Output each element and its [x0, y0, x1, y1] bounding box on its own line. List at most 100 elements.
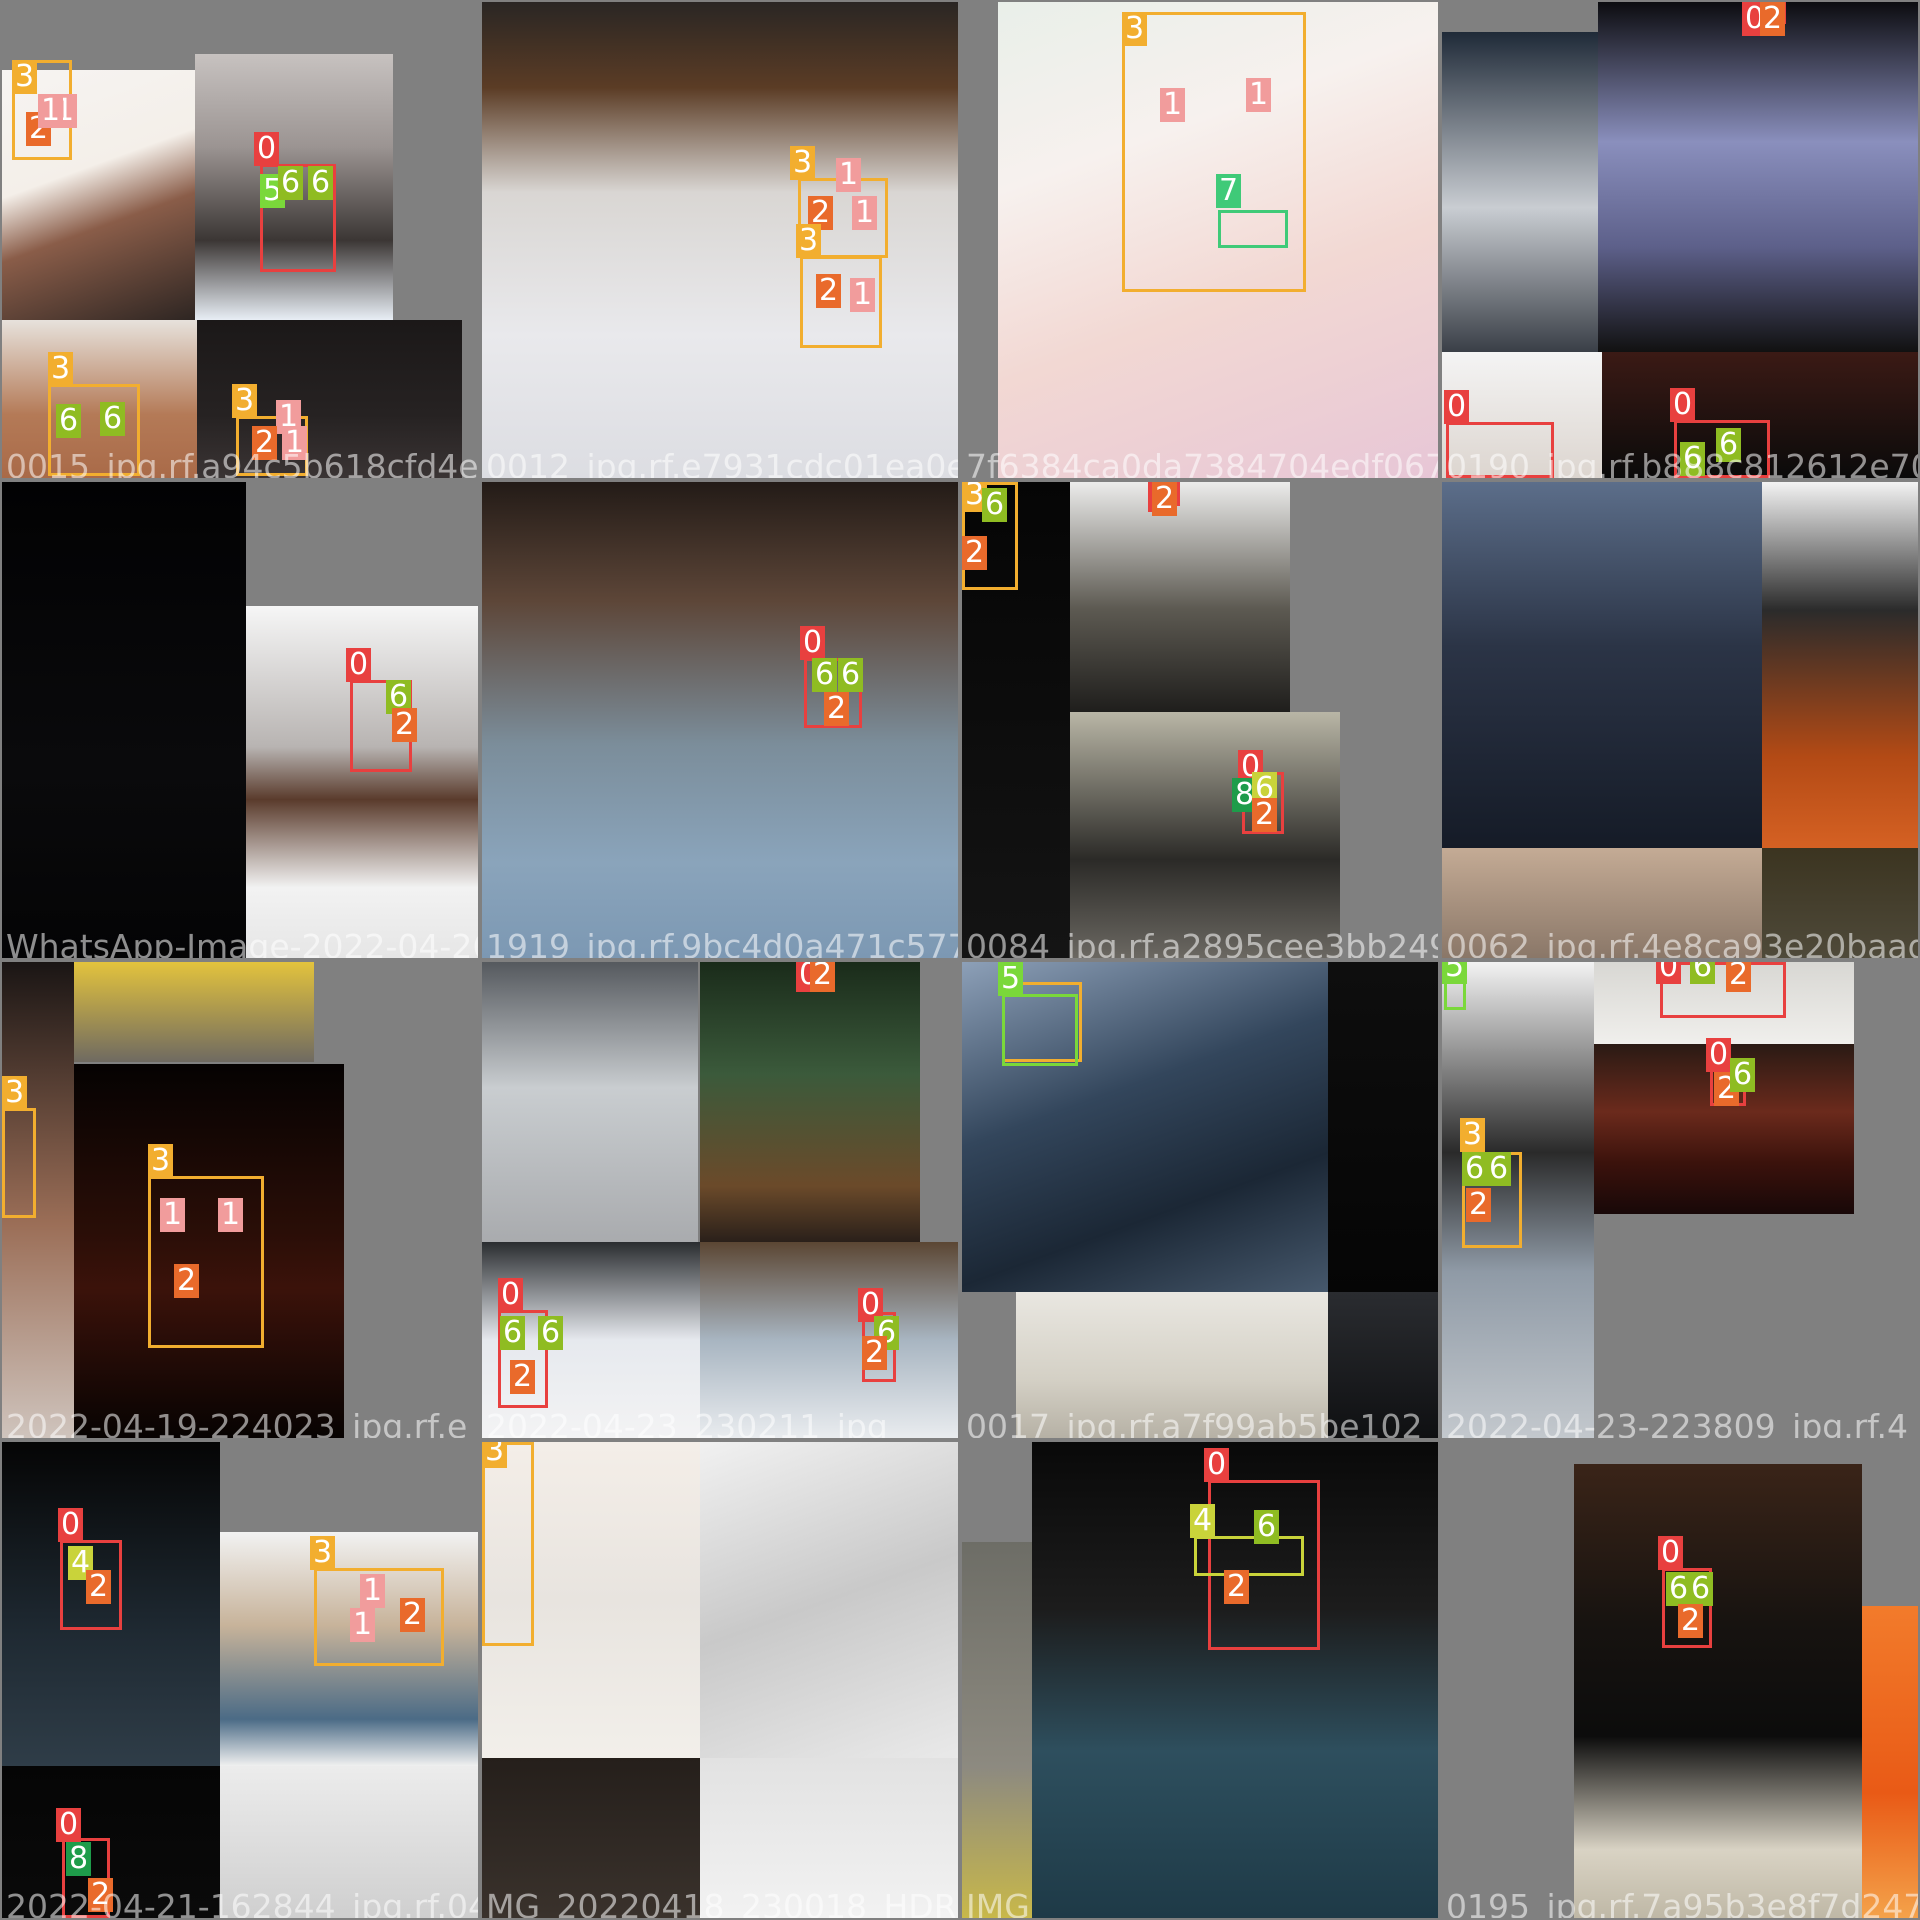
mosaic-tile: 5 0 6 2 0 2 6 3 6 6 2 2022-04-23-223809_… — [1442, 962, 1918, 1438]
image-filename: 7f6384ca0da7384704edf06727989 — [966, 447, 1438, 478]
bbox-label: 0 — [1670, 388, 1696, 422]
image-filename: 2022-04-19-224023_jpg.rf.e — [6, 1407, 468, 1438]
photo — [1070, 482, 1290, 712]
photo — [962, 1542, 1032, 1918]
mosaic-tile: 0 4 2 0 8 2 3 1 1 2 2022-04-21-162844_jp… — [2, 1442, 478, 1918]
bbox-label: 2 — [1726, 962, 1752, 992]
bbox-label: 1 — [282, 426, 308, 460]
bbox-label: 1 — [160, 1198, 186, 1232]
bbox-class-3 — [314, 1568, 444, 1666]
bbox-label: 2 — [252, 426, 278, 460]
bbox-label: 1 — [1160, 88, 1186, 122]
photo — [220, 1766, 478, 1918]
image-filename: 0012_jpg.rf.e7931cdc01ea0ea — [486, 447, 958, 478]
bbox-class-3 — [48, 384, 140, 476]
photo — [700, 1442, 958, 1758]
image-filename: 1919_jpg.rf.9bc4d0a471c577 — [486, 927, 958, 958]
bbox-label: 3 — [148, 1144, 174, 1178]
photo — [962, 962, 1328, 1292]
bbox-label: 0 — [346, 648, 372, 682]
photo — [1602, 352, 1918, 478]
bbox-label: 0 — [254, 132, 280, 166]
image-filename: WhatsApp-Image-2022-04-26-at-17-07-15 — [6, 927, 478, 958]
photo — [2, 482, 246, 958]
bbox-class-0 — [1208, 1480, 1320, 1650]
photo — [1762, 848, 1918, 958]
photo — [1598, 2, 1918, 352]
photo — [2, 1442, 220, 1766]
bbox-label: 6 — [308, 166, 334, 200]
bbox-label: 6 — [1666, 1572, 1692, 1606]
bbox-label: 2 — [400, 1598, 426, 1632]
bbox-label: 6 — [1688, 1572, 1714, 1606]
bbox-label: 2 — [816, 274, 842, 308]
bbox-label: 2 — [392, 708, 418, 742]
bbox-label: 6 — [500, 1316, 526, 1350]
image-filename: 2022-04-21-162844_jpg.rf.04 — [6, 1887, 478, 1918]
bbox-label: 3 — [310, 1536, 336, 1570]
photo — [1442, 32, 1598, 352]
mosaic-tile: 3 1 2 1 0 5 6 6 3 6 6 3 1 2 1 0015_jpg.r… — [2, 2, 478, 478]
photo — [482, 482, 958, 958]
photo — [1574, 1464, 1862, 1918]
bbox-label: 6 — [1254, 1510, 1280, 1544]
bbox-label: 2 — [174, 1264, 200, 1298]
photo — [1594, 962, 1854, 1044]
photo — [74, 962, 314, 1062]
bbox-class-0 — [260, 164, 336, 272]
bbox-label: 7 — [1216, 174, 1242, 208]
photo — [1032, 1442, 1438, 1918]
bbox-class-0 — [60, 1540, 122, 1630]
bbox-label: 1 — [1246, 78, 1272, 112]
image-filename: MG_20220418_230018_HDR — [486, 1887, 957, 1918]
photo — [1762, 482, 1918, 848]
mosaic-tile: 3 1 2 1 3 2 1 0012_jpg.rf.e7931cdc01ea0e… — [482, 2, 958, 478]
bbox-label: 6 — [1690, 962, 1716, 984]
bbox-label: 3 — [12, 60, 38, 94]
photo — [1070, 712, 1340, 958]
bbox-class-3 — [482, 1442, 534, 1646]
bbox-label: 6 — [1462, 1152, 1488, 1186]
bbox-label: 1 — [350, 1608, 376, 1642]
bbox-label: 6 — [278, 166, 304, 200]
bbox-label: 6 — [812, 658, 838, 692]
bbox-label: 0 — [498, 1278, 524, 1312]
bbox-label: 3 — [1122, 12, 1148, 46]
photo — [482, 1442, 700, 1758]
bbox-class-0 — [1674, 420, 1770, 478]
mosaic-tile: 3 5 0017_jpg.rf.a7f99ab5be102 — [962, 962, 1438, 1438]
photo — [1442, 482, 1762, 848]
photo — [482, 1758, 700, 1918]
bbox-class-3 — [148, 1176, 264, 1348]
photo — [1016, 1292, 1328, 1438]
mosaic-tile: 0062_jpg.rf.4e8ca93e20baad — [1442, 482, 1918, 958]
image-filename: 0190_jpg.rf.b888c812612e70e — [1446, 447, 1918, 478]
bbox-class-3 — [2, 1108, 36, 1218]
bbox-class-0 — [1660, 962, 1786, 1018]
bbox-label: 6 — [56, 404, 82, 438]
bbox-label: 0 — [1658, 1536, 1684, 1570]
bbox-label: 2 — [810, 962, 836, 992]
bbox-label: 0 — [800, 626, 826, 660]
bbox-label: 2 — [962, 536, 988, 570]
image-filename: 0017_jpg.rf.a7f99ab5be102 — [966, 1407, 1423, 1438]
photo — [700, 1242, 958, 1438]
bbox-class-3 — [1122, 12, 1306, 292]
bbox-label: 2 — [510, 1360, 536, 1394]
bbox-label: 2 — [824, 692, 850, 726]
image-filename: 0084_jpg.rf.a2895cee3bb249 — [966, 927, 1438, 958]
photo — [2, 320, 197, 478]
bbox-label: 0 — [56, 1808, 82, 1842]
bbox-label: 3 — [482, 1442, 508, 1468]
bbox-label: 3 — [48, 352, 74, 386]
bbox-label: 2 — [1760, 2, 1786, 36]
bbox-label: 3 — [1460, 1118, 1486, 1152]
mosaic-tile: 0 2 0 6 6 2 0 6 2 2022-04-23_230211_jpg — [482, 962, 958, 1438]
bbox-label: 6 — [1730, 1058, 1756, 1092]
mosaic-tile: 3 6 2 0 2 0 8 6 2 0084_jpg.rf.a2895cee3b… — [962, 482, 1438, 958]
bbox-label: 3 — [232, 384, 258, 418]
mosaic-tile: 0 2 0 0 6 6 0190_jpg.rf.b888c812612e70e — [1442, 2, 1918, 478]
bbox-class-5 — [1002, 994, 1078, 1066]
bbox-label: 2 — [1466, 1188, 1492, 1222]
mosaic-tile: 0 6 6 2 1919_jpg.rf.9bc4d0a471c577 — [482, 482, 958, 958]
